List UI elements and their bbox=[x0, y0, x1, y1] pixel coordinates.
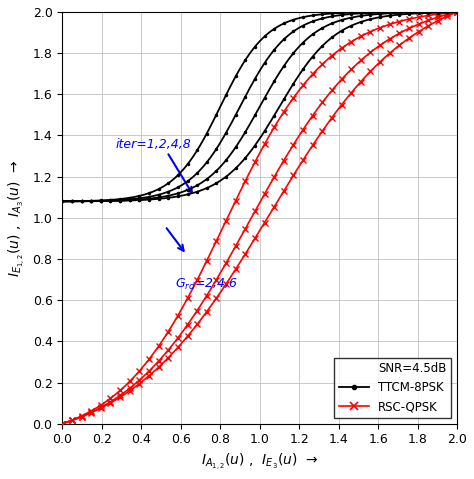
Y-axis label: $I_{E_{1,2}}(u)$ ,  $I_{A_3}(u)$  →: $I_{E_{1,2}}(u)$ , $I_{A_3}(u)$ → bbox=[7, 159, 27, 276]
X-axis label: $I_{A_{1,2}}(u)$ ,  $I_{E_3}(u)$  →: $I_{A_{1,2}}(u)$ , $I_{E_3}(u)$ → bbox=[201, 452, 319, 472]
Legend: SNR=4.5dB, TTCM-8PSK, RSC-QPSK: SNR=4.5dB, TTCM-8PSK, RSC-QPSK bbox=[335, 357, 451, 418]
Text: iter=1,2,4,8: iter=1,2,4,8 bbox=[116, 138, 191, 151]
Text: $G_{rd}$=2,4,6: $G_{rd}$=2,4,6 bbox=[175, 277, 238, 292]
